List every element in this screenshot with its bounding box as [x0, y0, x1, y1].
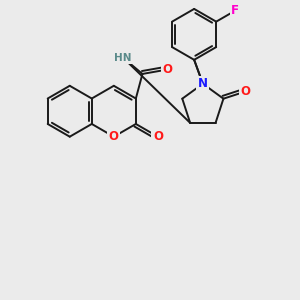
- Text: HN: HN: [114, 52, 132, 63]
- Text: N: N: [198, 77, 208, 90]
- Text: O: O: [109, 130, 119, 143]
- Text: O: O: [163, 63, 172, 76]
- Text: O: O: [240, 85, 250, 98]
- Text: O: O: [153, 130, 163, 143]
- Text: F: F: [231, 4, 239, 17]
